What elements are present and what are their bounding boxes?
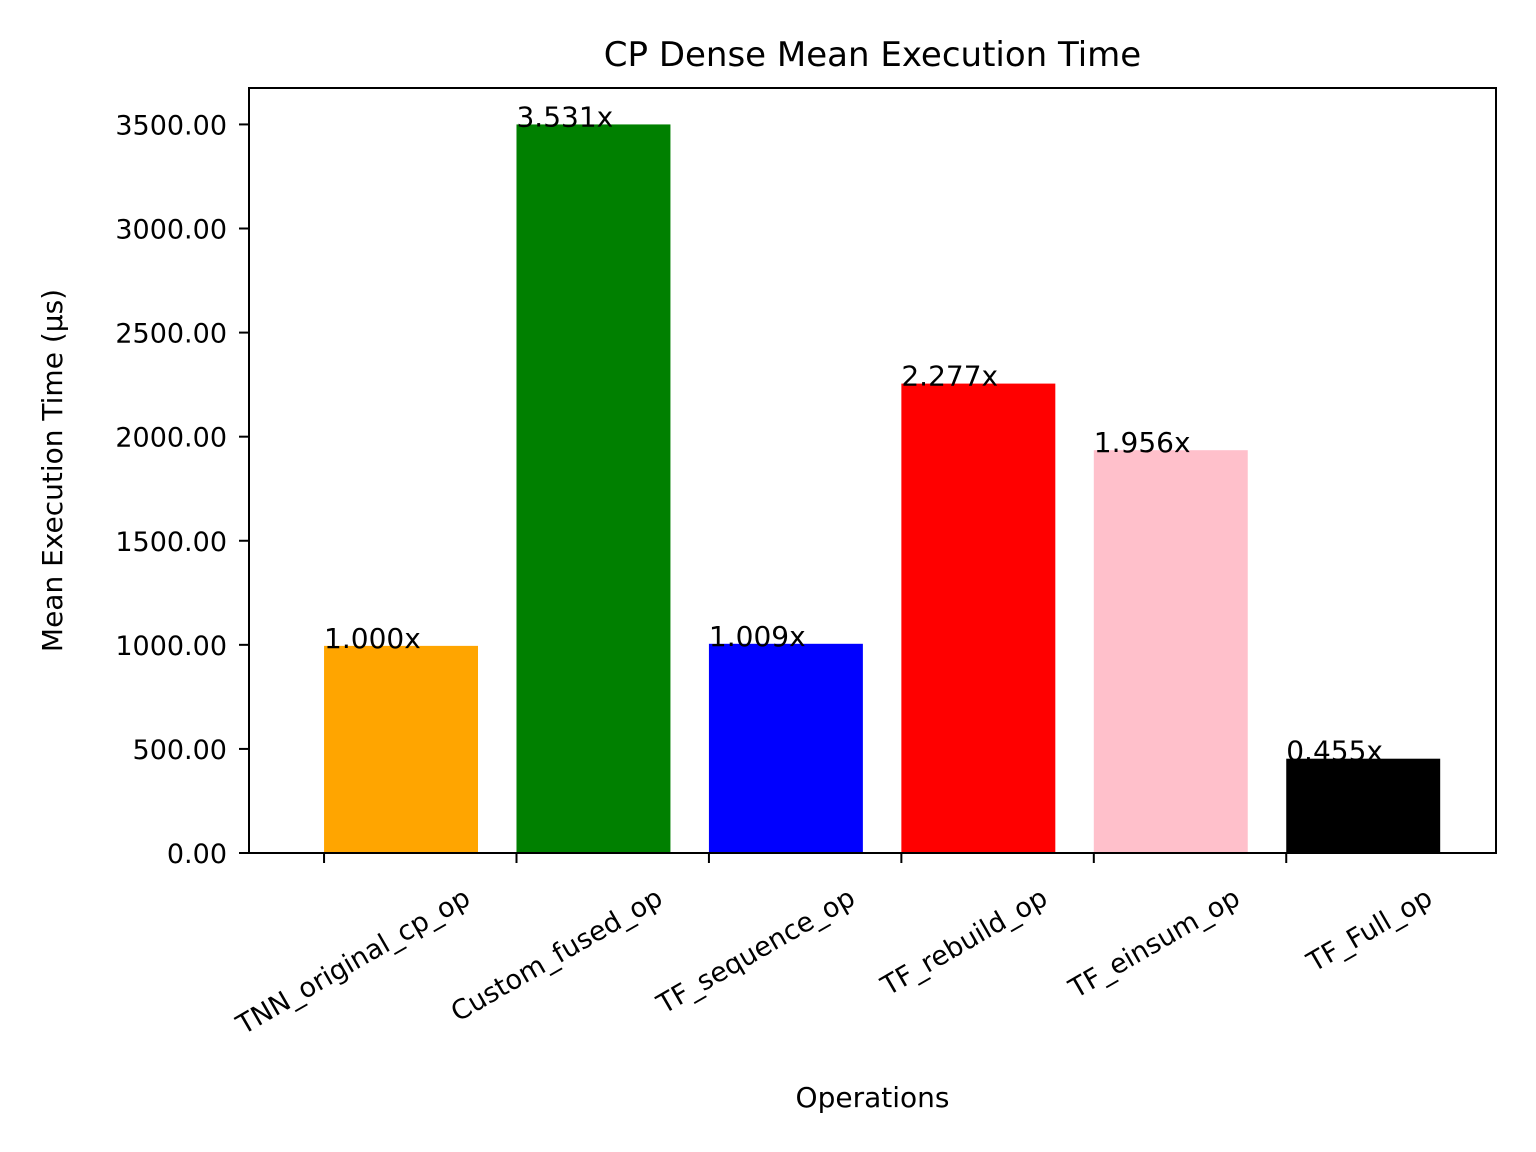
x-axis-label: Operations <box>796 1081 950 1114</box>
bar <box>901 383 1056 853</box>
y-tick-label: 500.00 <box>133 735 227 766</box>
y-tick-label: 2500.00 <box>115 319 227 350</box>
x-tick-label: TNN_original_cp_op <box>231 882 476 1041</box>
bar-value-labels: 1.000x 3.531x 1.009x 2.277x 1.956x 0.455x <box>324 100 1383 767</box>
bar-value-label: 2.277x <box>901 360 998 393</box>
bar <box>516 124 671 853</box>
x-tick-label: TF_rebuild_op <box>875 882 1053 1002</box>
x-axis: TNN_original_cp_opCustom_fused_opTF_sequ… <box>231 853 1438 1042</box>
y-tick-label: 3500.00 <box>115 110 227 141</box>
bar <box>324 645 479 853</box>
y-tick-label: 1000.00 <box>115 631 227 662</box>
bar-value-label: 1.009x <box>709 620 806 653</box>
x-tick-label: TF_Full_op <box>1301 882 1438 979</box>
plot-frame <box>248 87 1497 854</box>
bar-value-label: 0.455x <box>1286 735 1383 768</box>
y-tick-label: 3000.00 <box>115 215 227 246</box>
bar-value-label: 1.000x <box>324 622 421 655</box>
chart-title: CP Dense Mean Execution Time <box>604 35 1141 75</box>
y-tick-label: 0.00 <box>167 839 227 870</box>
bar <box>708 643 863 853</box>
y-tick-label: 2000.00 <box>115 423 227 454</box>
x-tick-label: Custom_fused_op <box>446 882 668 1028</box>
x-tick-label: TF_einsum_op <box>1063 882 1245 1005</box>
y-tick-label: 1500.00 <box>115 527 227 558</box>
y-axis-label: Mean Execution Time (μs) <box>36 289 69 652</box>
bar-value-label: 3.531x <box>516 100 613 133</box>
bar <box>1093 450 1248 853</box>
bar-value-label: 1.956x <box>1094 426 1191 459</box>
bar <box>1286 758 1441 853</box>
x-tick-label: TF_sequence_op <box>651 882 860 1021</box>
y-axis: 0.00 500.00 1000.00 1500.00 2000.00 2500.00 30… <box>115 110 249 870</box>
bars-layer <box>324 124 1441 853</box>
